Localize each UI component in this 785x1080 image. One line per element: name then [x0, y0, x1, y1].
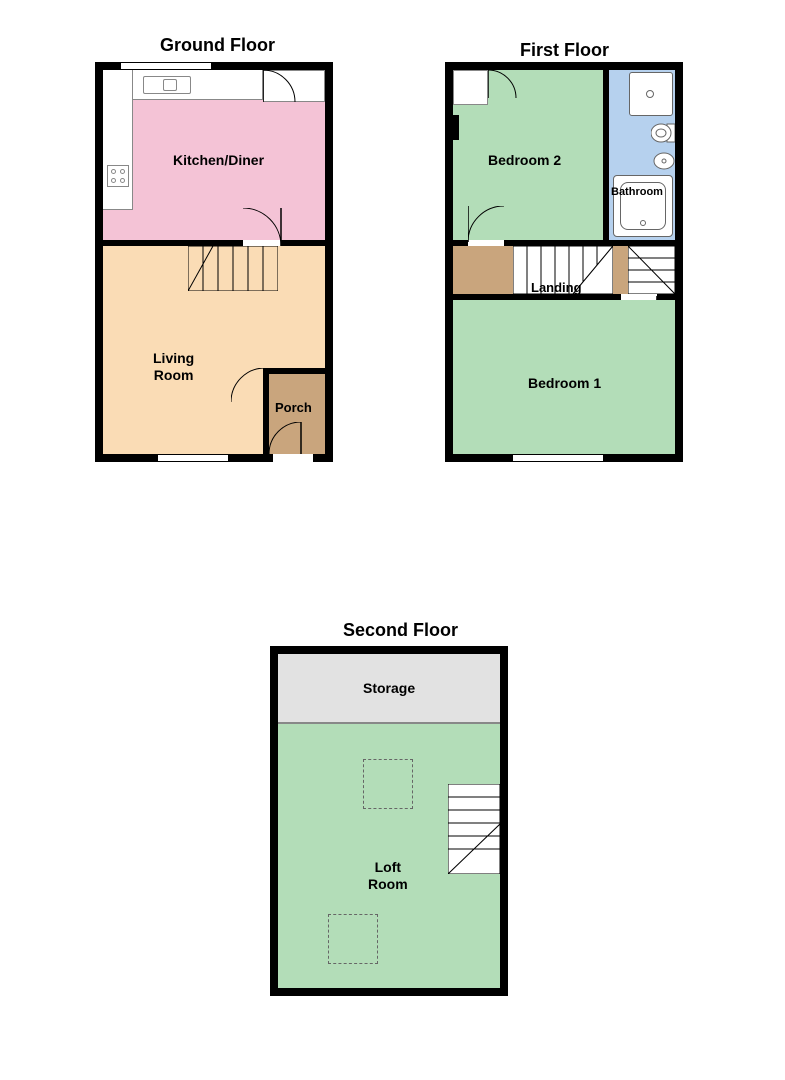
porch-inner-door-icon	[231, 368, 269, 406]
kitchen-back-door-icon	[263, 70, 303, 110]
ground-floor-title: Ground Floor	[160, 35, 275, 56]
toilet-icon	[651, 120, 675, 148]
hob-icon	[107, 165, 129, 187]
first-floor-title: First Floor	[520, 40, 609, 61]
porch-outer-door-icon	[269, 422, 305, 458]
shower-drain-icon	[646, 90, 654, 98]
kitchen-door-icon	[243, 208, 283, 248]
kitchen-counter-left	[103, 70, 133, 210]
sink-basin-icon	[163, 79, 177, 91]
second-floor-plan: Storage Loft Room	[270, 646, 508, 996]
bedroom1-room	[453, 300, 675, 454]
first-bottom-window	[513, 454, 603, 462]
stairs-second-icon	[448, 784, 500, 874]
skylight-icon	[328, 914, 378, 964]
hob-ring-icon	[120, 169, 125, 174]
ground-bottom-window	[158, 454, 228, 462]
hob-ring-icon	[120, 178, 125, 183]
stairs-first-icon	[513, 246, 613, 294]
porch-bottom-opening	[273, 454, 313, 462]
stairs-ground-icon	[188, 246, 278, 291]
first-left-proj-1	[445, 115, 459, 140]
ground-top-window	[121, 62, 211, 70]
bed2-bath-wall	[603, 70, 609, 240]
second-floor-title: Second Floor	[343, 620, 458, 641]
bedroom2-closet	[453, 70, 488, 105]
bathtub-icon	[613, 175, 673, 237]
hob-ring-icon	[111, 169, 116, 174]
bed2-door-icon	[468, 206, 506, 244]
ground-floor-plan: Kitchen/Diner Living Room Porch	[95, 62, 333, 462]
skylight-icon	[363, 759, 413, 809]
storage-room	[278, 654, 500, 722]
first-floor-plan: Bedroom 2 Bathroom	[445, 62, 683, 462]
basin-icon	[653, 152, 675, 170]
ground-left-projection	[95, 350, 103, 400]
hob-ring-icon	[111, 178, 116, 183]
closet-door-icon	[488, 70, 518, 100]
